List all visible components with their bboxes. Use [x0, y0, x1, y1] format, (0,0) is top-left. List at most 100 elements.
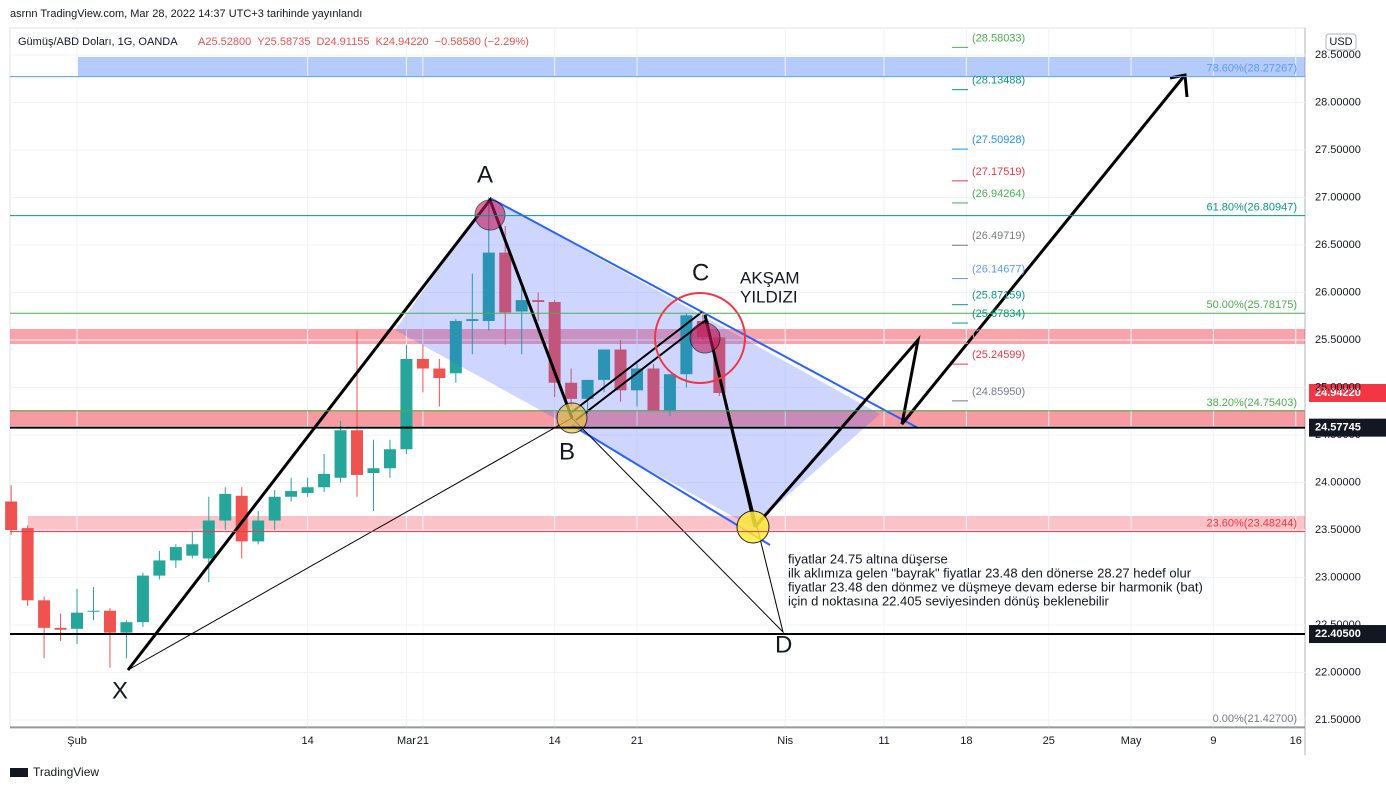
legend-name: Gümüş/ABD Doları, 1G, OANDA: [18, 36, 178, 48]
annotation: YILDIZI: [740, 287, 798, 306]
candle-body: [482, 252, 495, 321]
candle-body: [630, 368, 643, 391]
logo: [10, 768, 28, 777]
point-label: A: [477, 161, 493, 188]
candle-body: [120, 622, 133, 633]
harmonic-lines: [127, 314, 784, 671]
point-label: D: [775, 631, 792, 658]
y-tick-label: 21.50000: [1315, 714, 1361, 726]
candle-body: [532, 300, 545, 302]
y-tick-label: 25.00000: [1315, 381, 1361, 393]
candle-body: [680, 315, 693, 375]
legend-item: Y25.58735: [257, 36, 310, 48]
point-marker: [689, 322, 721, 354]
legend-item: A25.52800: [198, 36, 251, 48]
y-tick-label: 28.00000: [1315, 96, 1361, 108]
fib-label: 50.00%(25.78175): [1206, 299, 1297, 311]
y-tick-label: 26.50000: [1315, 239, 1361, 251]
fib-label: 61.80%(26.80947): [1206, 201, 1297, 213]
level-label: (26.14677): [972, 263, 1025, 275]
level-label: (27.17519): [972, 166, 1025, 178]
x-tick-label: 25: [1043, 735, 1055, 747]
target-zone: [78, 57, 1305, 76]
candle-body: [565, 382, 578, 399]
price-marker: [1309, 418, 1386, 437]
candle-body: [499, 252, 512, 313]
level-label: (25.24599): [972, 349, 1025, 361]
fib-label: 23.60%(23.48244): [1206, 518, 1297, 530]
y-tick-label: 25.50000: [1315, 334, 1361, 346]
candle-body: [103, 610, 116, 633]
candle-body: [367, 468, 380, 474]
header: asrnn TradingView.com, Mar 28, 2022 14:3…: [10, 8, 362, 20]
fib-label: 0.00%(21.42700): [1213, 713, 1297, 725]
candle-body: [647, 368, 660, 411]
y-tick-label: 26.00000: [1315, 286, 1361, 298]
y-tick-label: 22.00000: [1315, 666, 1361, 678]
y-tick-label: 28.50000: [1315, 49, 1361, 61]
y-tick-label: 22.50000: [1315, 619, 1361, 631]
level-label: (28.58033): [972, 32, 1025, 44]
candle-body: [663, 374, 676, 411]
candle-body: [252, 520, 265, 542]
point-marker: [736, 510, 770, 544]
candle-body: [268, 496, 281, 521]
y-tick-label: 24.00000: [1315, 476, 1361, 488]
fib-label: 38.20%(24.75403): [1206, 397, 1297, 409]
candle-body: [301, 487, 314, 493]
y-tick-label: 23.00000: [1315, 571, 1361, 583]
candle-body: [153, 560, 166, 576]
x-tick-label: 21: [631, 735, 643, 747]
point-label: X: [112, 677, 128, 704]
candle-body: [581, 379, 594, 399]
x-tick-label: Şub: [67, 735, 87, 747]
y-tick-label: 27.50000: [1315, 144, 1361, 156]
candle-body: [5, 501, 18, 531]
projection: [753, 74, 1187, 528]
level-label: (25.87159): [972, 290, 1025, 302]
x-tick-label: 11: [878, 735, 889, 747]
level-label: (26.49719): [972, 230, 1025, 242]
candle-body: [334, 430, 347, 478]
candle-body: [351, 430, 364, 475]
legend-item: D24.91155: [316, 36, 369, 48]
x-tick-label: Mar: [397, 735, 416, 747]
price-marker-label: 24.94220: [1315, 387, 1361, 399]
level-label: (24.85950): [972, 386, 1025, 398]
note: ilk aklımıza gelen "bayrak" fiyatlar 23.…: [788, 565, 1192, 580]
level-label: (28.13488): [972, 75, 1025, 87]
bc-leg: [575, 319, 707, 421]
x-tick-label: 14: [549, 735, 561, 747]
candle-body: [515, 300, 528, 312]
x-tick-label: Nis: [777, 735, 793, 747]
candle-body: [202, 520, 215, 559]
x-tick-label: 16: [1290, 735, 1302, 747]
fib-label: 78.60%(28.27267): [1206, 62, 1297, 74]
point-marker: [474, 199, 506, 231]
candle-body: [433, 368, 446, 378]
candle-body: [54, 627, 67, 630]
candle-body: [598, 349, 611, 380]
candle-body: [38, 600, 51, 628]
candle-body: [219, 493, 232, 521]
candle-body: [235, 495, 248, 542]
candle-body: [87, 610, 100, 612]
candle-body: [136, 575, 149, 623]
candle-body: [186, 544, 199, 556]
candle-body: [21, 528, 34, 601]
highlight-circle: [654, 292, 746, 384]
footer: TradingView: [33, 765, 99, 779]
level-label: (25.67834): [972, 308, 1025, 320]
point-label: B: [559, 438, 575, 465]
x-tick-label: 21: [417, 735, 429, 747]
candle-body: [416, 358, 429, 369]
bc-leg: [571, 311, 703, 413]
candle-body: [466, 319, 479, 321]
price-marker: [1309, 625, 1386, 644]
candle-body: [449, 320, 462, 374]
candle-body: [614, 349, 627, 391]
level-label: (27.50928): [972, 134, 1025, 146]
currency-box: [1325, 33, 1357, 51]
